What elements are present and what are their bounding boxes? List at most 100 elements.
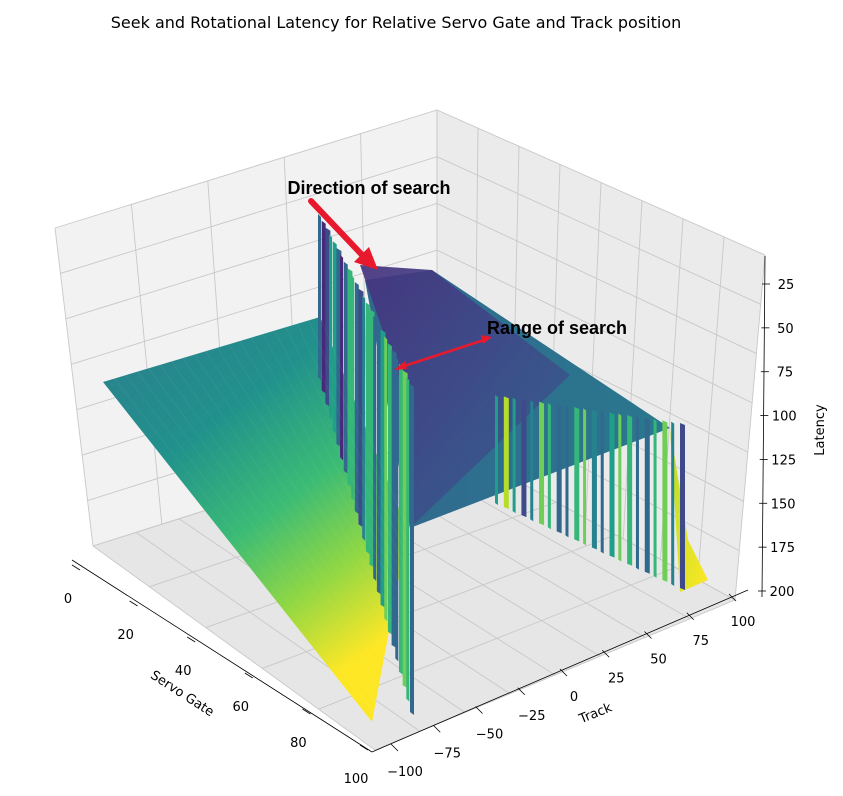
x-tick-label: 100 <box>344 772 369 787</box>
y-tick-mark <box>644 631 652 639</box>
surface-band <box>387 343 392 635</box>
y-tick-label: 50 <box>650 653 667 668</box>
surface-band <box>662 420 668 582</box>
mesh-line <box>137 371 378 692</box>
surface-band <box>340 254 344 461</box>
mesh-line <box>239 340 395 601</box>
x-tick-label: 20 <box>117 628 134 643</box>
y-tick-label: −25 <box>518 709 545 724</box>
surface-band <box>373 316 377 581</box>
y-tick-label: 0 <box>570 690 578 705</box>
z-tick-label: 75 <box>777 366 794 381</box>
surface-right-triangle <box>670 428 708 592</box>
x-tick-mark <box>71 564 81 571</box>
surface <box>102 214 708 723</box>
surface-band <box>583 408 587 546</box>
y-tick-mark <box>728 593 737 602</box>
y-axis-label: Track <box>576 700 615 727</box>
x-tick-mark <box>186 636 196 643</box>
x-tick-mark <box>302 708 311 715</box>
y-tick-label: −75 <box>434 746 461 761</box>
y-tick-mark <box>390 743 399 752</box>
x-tick-mark <box>359 744 369 751</box>
z-tick-label: 125 <box>771 453 796 468</box>
z-axis: 25 50 75 100 125 150 175 200 <box>758 278 797 600</box>
surface-band <box>591 409 597 550</box>
surface-band <box>365 302 370 555</box>
z-tick-label: 100 <box>772 410 797 425</box>
surface-band <box>530 400 534 522</box>
z-tick-label: 200 <box>770 585 795 600</box>
surface-mesh <box>102 316 409 723</box>
mesh-line <box>125 374 377 702</box>
surface-band <box>635 416 639 570</box>
direction-arrow-head <box>354 247 378 270</box>
annotation-range: Range of search <box>487 318 627 338</box>
surface-band <box>556 404 562 534</box>
surface-band <box>332 241 337 434</box>
surface-band <box>354 282 359 514</box>
surface-band <box>565 405 569 538</box>
surface-band <box>609 412 615 558</box>
range-arrow-head-left <box>394 361 407 370</box>
y-tick-mark <box>601 649 610 658</box>
x-tick-label: 60 <box>233 700 250 715</box>
surface-band <box>539 401 545 526</box>
mesh-line <box>285 327 403 561</box>
chart-title: Seek and Rotational Latency for Relative… <box>111 13 682 32</box>
y-tick-mark <box>432 724 441 733</box>
surface-band <box>410 384 414 715</box>
z-tick-label: 25 <box>778 278 795 293</box>
surface-band <box>627 415 633 566</box>
y-tick-label: 25 <box>608 671 625 686</box>
z-tick-label: 175 <box>770 541 795 556</box>
surface-band <box>653 419 657 578</box>
surface-band <box>600 411 604 554</box>
y-tick-mark <box>475 706 483 714</box>
surface-band <box>618 413 622 562</box>
y-axis: −100 −75 −50 −25 0 25 50 75 100 <box>387 593 756 780</box>
x-tick-label: 80 <box>290 736 307 751</box>
y-tick-label: −50 <box>476 728 503 743</box>
surface-band <box>644 417 650 574</box>
annotations: Direction of search Range of search <box>287 178 627 370</box>
mesh-line <box>216 347 392 622</box>
y-tick-label: 100 <box>731 615 756 630</box>
z-axis-label: Latency <box>813 404 828 456</box>
x-tick-label: 40 <box>175 664 192 679</box>
mesh-line <box>319 316 409 531</box>
surface-band <box>376 322 381 595</box>
surface-band <box>512 397 516 514</box>
mesh-line <box>205 351 390 632</box>
surface-band <box>671 421 675 586</box>
surface-band <box>495 395 498 505</box>
surface-band <box>503 396 509 510</box>
left-curtain <box>318 214 414 715</box>
axis-lines <box>71 255 766 753</box>
surface-band <box>574 407 580 542</box>
surface-band <box>362 295 366 541</box>
surface-band <box>521 399 527 518</box>
mesh-line <box>262 333 399 581</box>
x-axis: 0 20 40 60 80 100 <box>64 564 369 787</box>
surface-band <box>343 261 348 474</box>
x-tick-mark <box>129 600 138 607</box>
right-curtain <box>495 395 685 590</box>
mesh-line <box>148 368 380 682</box>
mesh-line <box>182 357 386 652</box>
surface-band <box>547 403 551 530</box>
mesh-line <box>159 364 382 672</box>
y-tick-mark <box>686 612 695 621</box>
surface-band <box>395 356 399 662</box>
mesh-line <box>114 378 375 713</box>
mesh-line <box>194 354 388 642</box>
surface-band <box>321 220 326 394</box>
z-tick-label: 150 <box>771 497 796 512</box>
y-tick-label: −100 <box>387 765 423 780</box>
mesh-line <box>102 381 373 723</box>
mesh-line <box>274 330 401 571</box>
direction-arrow-shaft <box>308 198 368 261</box>
mesh-line <box>171 361 384 662</box>
x-tick-mark <box>244 672 254 679</box>
